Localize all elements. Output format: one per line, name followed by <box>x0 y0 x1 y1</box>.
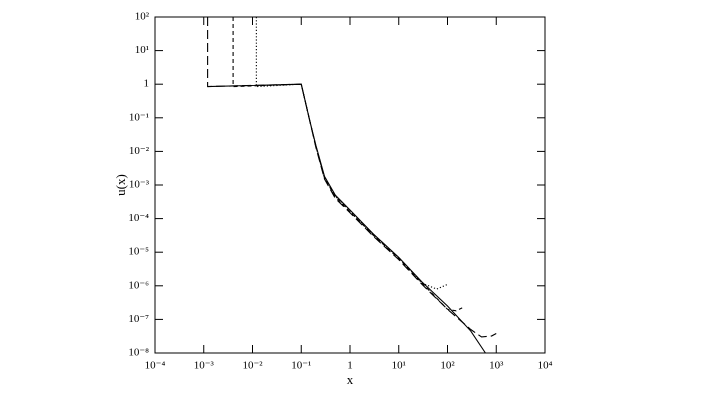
x-tick-label: 10³ <box>489 360 504 372</box>
y-tick-label: 10⁻⁷ <box>128 313 149 325</box>
x-tick-label: 10¹ <box>392 360 406 372</box>
data-line <box>255 17 448 290</box>
x-tick-label: 10⁻⁴ <box>145 360 166 372</box>
y-tick-label: 10⁻³ <box>129 179 150 191</box>
x-tick-label: 1 <box>347 360 353 372</box>
y-axis-label: u(x) <box>113 174 128 196</box>
y-tick-label: 10⁻⁵ <box>128 246 149 258</box>
x-axis-label: x <box>347 372 354 387</box>
data-line <box>232 17 463 312</box>
y-tick-label: 10⁻² <box>129 145 150 157</box>
y-tick-label: 10⁻¹ <box>129 111 149 123</box>
y-tick-label: 10¹ <box>135 44 149 56</box>
y-tick-label: 10⁻⁸ <box>128 347 149 359</box>
plot-frame <box>154 16 546 354</box>
x-tick-label: 10⁻³ <box>194 360 215 372</box>
x-tick-label: 10² <box>440 360 455 372</box>
y-tick-label: 10² <box>135 11 150 23</box>
data-line <box>207 17 497 338</box>
y-tick-label: 1 <box>144 78 150 90</box>
y-tick-label: 10⁻⁴ <box>128 212 149 224</box>
y-tick-label: 10⁻⁶ <box>128 279 149 291</box>
x-tick-label: 10⁻² <box>242 360 263 372</box>
x-tick-label: 10⁴ <box>538 360 553 372</box>
data-line <box>207 83 486 354</box>
x-tick-label: 10⁻¹ <box>291 360 311 372</box>
